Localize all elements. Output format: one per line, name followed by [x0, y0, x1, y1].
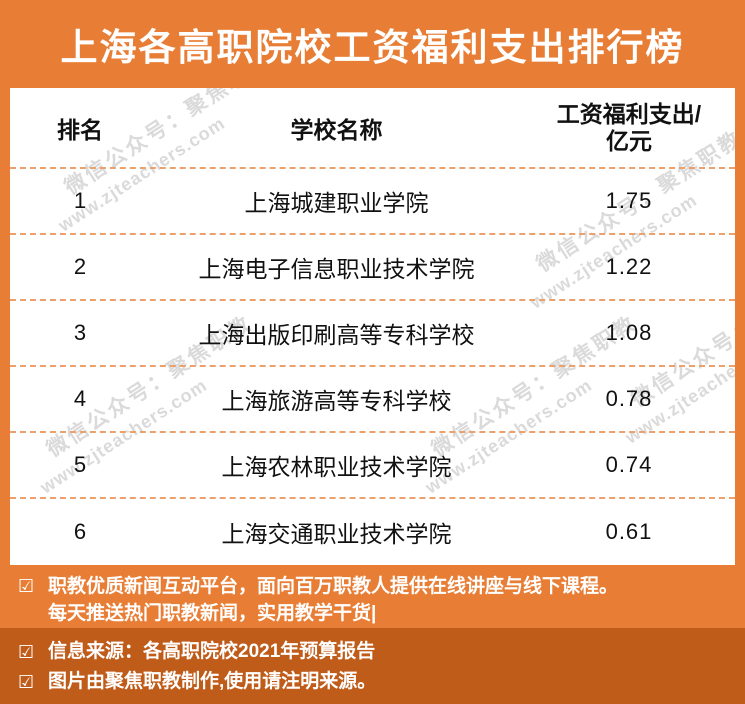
rank-cell: 2: [73, 254, 87, 279]
footer-source-band: ☑ 信息来源：各高职院校2021年预算报告 ☑ 图片由聚焦职教制作,使用请注明来…: [0, 628, 745, 704]
value-cell: 1.08: [605, 320, 653, 345]
footer-source-text: 信息来源：各高职院校2021年预算报告: [48, 641, 376, 662]
rank-cell: 5: [73, 452, 87, 477]
page-title: 上海各高职院校工资福利支出排行榜: [60, 27, 685, 68]
header-value-line1: 工资福利支出/: [556, 100, 702, 127]
table-row: 2 上海电子信息职业技术学院 1.22: [10, 235, 735, 301]
value-cell: 0.78: [605, 386, 653, 411]
checkbox-icon: ☑: [18, 642, 35, 662]
value-cell: 0.61: [605, 519, 653, 544]
checkbox-icon: ☑: [18, 576, 35, 596]
header-value-line2: 亿元: [606, 127, 652, 154]
table-row: 4 上海旅游高等专科学校 0.78: [10, 367, 735, 433]
footer-credit-text: 图片由聚焦职教制作,使用请注明来源。: [48, 671, 377, 692]
value-cell: 1.75: [605, 188, 653, 213]
value-cell: 1.22: [605, 254, 653, 279]
rank-cell: 6: [73, 519, 87, 544]
table-header-row: 排名 学校名称 工资福利支出/ 亿元: [10, 88, 735, 169]
checkbox-icon: ☑: [18, 672, 35, 692]
title-banner: 上海各高职院校工资福利支出排行榜: [0, 0, 745, 88]
rank-cell: 4: [73, 386, 87, 411]
footer-credit-line: ☑ 图片由聚焦职教制作,使用请注明来源。: [18, 667, 731, 697]
footer-intro-text: 职教优质新闻互动平台，面向百万职教人提供在线讲座与线下课程。 每天推送热门职教新…: [48, 573, 618, 628]
school-cell: 上海交通职业技术学院: [221, 521, 452, 547]
value-cell: 0.74: [605, 452, 653, 477]
header-value: 工资福利支出/ 亿元: [523, 101, 735, 155]
rank-cell: 1: [73, 188, 87, 213]
header-school: 学校名称: [290, 116, 383, 143]
footer-intro-line2: 每天推送热门职教新闻，实用教学干货|: [48, 603, 377, 624]
school-cell: 上海城建职业学院: [244, 190, 429, 216]
footer-intro-band: ☑ 职教优质新闻互动平台，面向百万职教人提供在线讲座与线下课程。 每天推送热门职…: [0, 565, 745, 628]
school-cell: 上海旅游高等专科学校: [221, 388, 452, 414]
rank-cell: 3: [73, 320, 87, 345]
school-cell: 上海出版印刷高等专科学校: [198, 322, 475, 348]
table-row: 5 上海农林职业技术学院 0.74: [10, 433, 735, 499]
school-cell: 上海农林职业技术学院: [221, 454, 452, 480]
school-cell: 上海电子信息职业技术学院: [198, 256, 475, 282]
table-row: 3 上海出版印刷高等专科学校 1.08: [10, 301, 735, 367]
ranking-table-card: 微信公众号：聚焦职教 www.zjteachers.com 微信公众号：聚焦职教…: [10, 88, 735, 565]
table-row: 1 上海城建职业学院 1.75: [10, 169, 735, 235]
header-rank: 排名: [57, 116, 103, 143]
footer-source-line: ☑ 信息来源：各高职院校2021年预算报告: [18, 637, 731, 667]
footer-intro-line1: 职教优质新闻互动平台，面向百万职教人提供在线讲座与线下课程。: [48, 576, 619, 597]
table-row: 6 上海交通职业技术学院 0.61: [10, 499, 735, 565]
